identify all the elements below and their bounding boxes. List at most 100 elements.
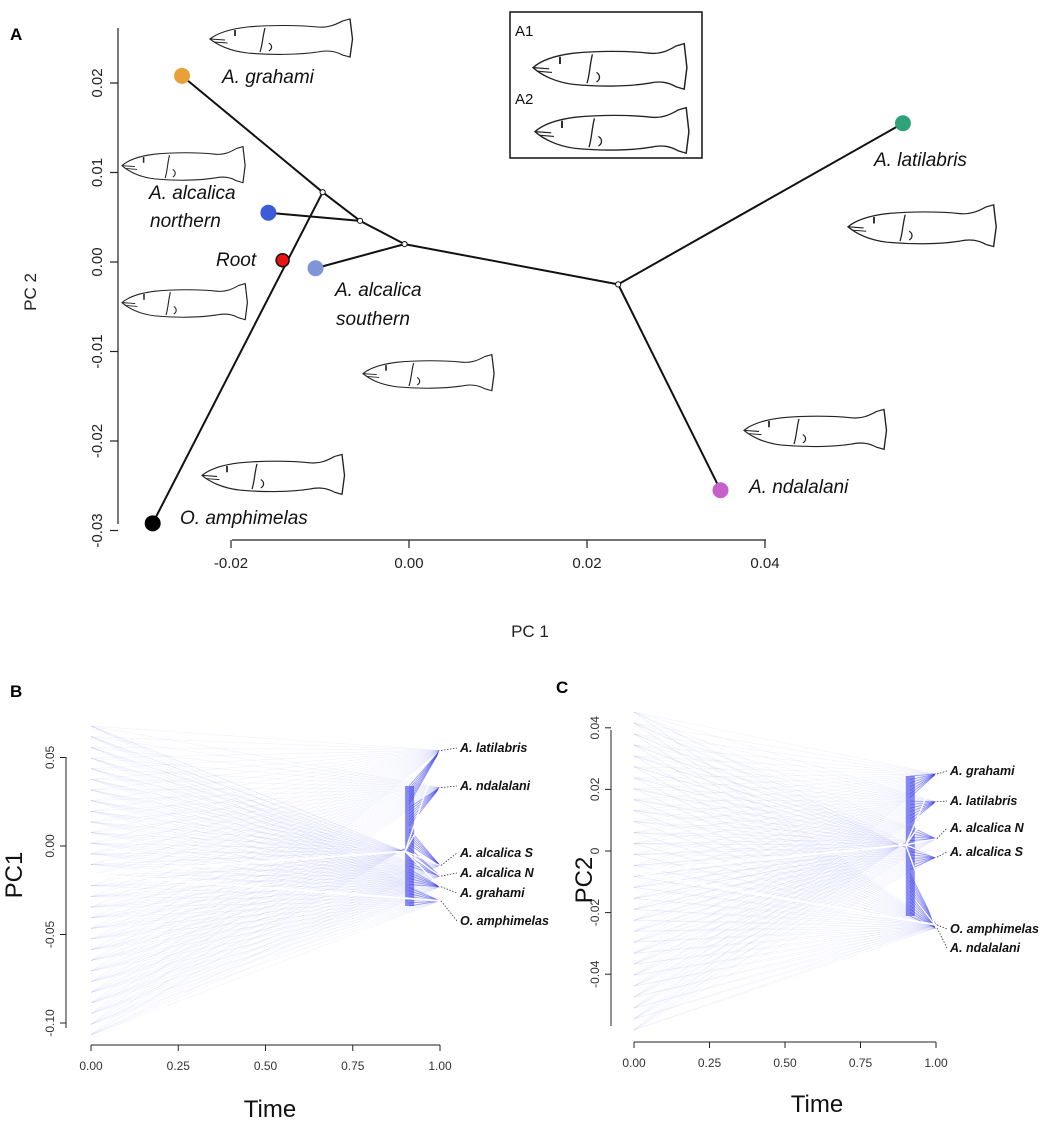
uncertainty-line	[90, 842, 406, 851]
uncertainty-line	[633, 909, 937, 929]
uncertainty-line	[90, 750, 441, 1036]
uncertainty-line	[909, 801, 937, 823]
uncertainty-line	[408, 750, 441, 805]
uncertainty-line	[633, 722, 906, 848]
uncertainty-line	[90, 900, 441, 908]
uncertainty-line	[90, 768, 406, 852]
mean-path-line	[404, 750, 441, 852]
uncertainty-line	[633, 755, 937, 929]
panel-a-y-tick-label: -0.02	[89, 424, 106, 458]
uncertainty-line	[633, 838, 937, 844]
uncertainty-line	[633, 773, 937, 800]
tip-leader-line	[936, 927, 948, 949]
uncertainty-line	[633, 856, 937, 899]
tip-point-a-ndalalani	[712, 482, 729, 499]
panel-c-x-tick-label: 0.00	[622, 1056, 646, 1070]
uncertainty-line	[90, 821, 406, 851]
taxon-label-a-alcalica: A. alcalica	[148, 183, 236, 204]
uncertainty-line	[633, 832, 937, 858]
uncertainty-line	[633, 920, 937, 929]
uncertainty-line	[909, 773, 937, 798]
uncertainty-line	[90, 750, 441, 801]
uncertainty-line	[633, 801, 937, 833]
tip-label-a-ndalalani: A. ndalalani	[949, 941, 1021, 955]
panel-c-tip-labels: A. grahami A. latilabris A. alcalica N A. a…	[936, 764, 1039, 955]
uncertainty-line	[633, 722, 937, 775]
uncertainty-line	[633, 711, 937, 802]
mean-path-line	[905, 844, 937, 858]
panel-b-tip-labels: A. latilabris A. ndalalani A. alcalica S A.…	[440, 741, 549, 928]
uncertainty-line	[633, 838, 937, 1009]
uncertainty-line	[909, 856, 937, 863]
uncertainty-line	[633, 843, 906, 921]
uncertainty-line	[633, 838, 937, 899]
uncertainty-line	[90, 853, 441, 902]
panel-a-x-ticks: -0.02 0.00 0.02 0.04	[214, 540, 780, 572]
panel-b-x-tick-label: 0.00	[79, 1059, 103, 1073]
uncertainty-line	[90, 850, 406, 855]
uncertainty-line	[90, 787, 441, 1036]
panel-c-x-tick-label: 1.00	[924, 1056, 948, 1070]
uncertainty-line	[90, 750, 441, 940]
internal-node	[319, 189, 326, 196]
uncertainty-line	[90, 865, 441, 982]
uncertainty-line	[633, 909, 937, 926]
panel-a-letter: A	[10, 25, 22, 44]
uncertainty-line	[633, 733, 937, 858]
branch-line	[404, 243, 619, 286]
uncertainty-line	[90, 847, 406, 1036]
uncertainty-line	[633, 773, 937, 833]
uncertainty-line	[633, 856, 937, 921]
uncertainty-line	[633, 766, 937, 802]
uncertainty-line	[633, 788, 937, 802]
uncertainty-line	[633, 744, 937, 802]
uncertainty-line	[633, 799, 937, 926]
uncertainty-line	[633, 927, 937, 987]
uncertainty-line	[633, 927, 937, 932]
tip-point-a-grahami	[174, 67, 191, 84]
panel-c-x-ticks: 0.00 0.25 0.50 0.75 1.00	[622, 1042, 948, 1070]
mean-path-line	[905, 837, 937, 846]
uncertainty-line	[633, 733, 937, 926]
uncertainty-line	[633, 773, 937, 899]
uncertainty-line	[909, 825, 937, 840]
uncertainty-line	[633, 924, 937, 954]
uncertainty-line	[90, 811, 406, 852]
uncertainty-line	[408, 862, 441, 877]
uncertainty-line	[90, 886, 441, 993]
uncertainty-line	[90, 853, 441, 877]
uncertainty-line	[90, 768, 441, 866]
branch-line	[151, 191, 324, 524]
uncertainty-line	[90, 757, 441, 902]
uncertainty-line	[633, 744, 937, 929]
uncertainty-line	[633, 842, 906, 987]
fish-outline-icon	[121, 145, 246, 184]
uncertainty-line	[633, 876, 937, 929]
uncertainty-line	[633, 821, 937, 839]
uncertainty-line	[90, 848, 406, 950]
uncertainty-line	[633, 801, 937, 855]
uncertainty-line	[90, 779, 441, 902]
uncertainty-line	[90, 757, 441, 866]
branch-line	[181, 75, 324, 193]
uncertainty-line	[90, 787, 441, 865]
uncertainty-line	[633, 801, 937, 811]
uncertainty-line	[909, 829, 937, 840]
uncertainty-line	[633, 856, 937, 1031]
shape-inset-box	[509, 11, 703, 159]
uncertainty-line	[909, 856, 937, 859]
uncertainty-line	[633, 801, 937, 910]
uncertainty-line	[90, 787, 441, 791]
panel-b-traitgram	[90, 725, 441, 1036]
uncertainty-line	[633, 801, 937, 866]
uncertainty-line	[90, 900, 441, 950]
uncertainty-line	[633, 821, 937, 929]
panel-a-x-tick-label: 0.02	[572, 555, 601, 572]
uncertainty-line	[90, 848, 406, 972]
uncertainty-line	[90, 779, 441, 887]
uncertainty-line	[90, 787, 441, 833]
uncertainty-line	[90, 750, 441, 929]
uncertainty-line	[633, 788, 906, 847]
uncertainty-line	[909, 890, 937, 926]
uncertainty-line	[633, 801, 937, 877]
